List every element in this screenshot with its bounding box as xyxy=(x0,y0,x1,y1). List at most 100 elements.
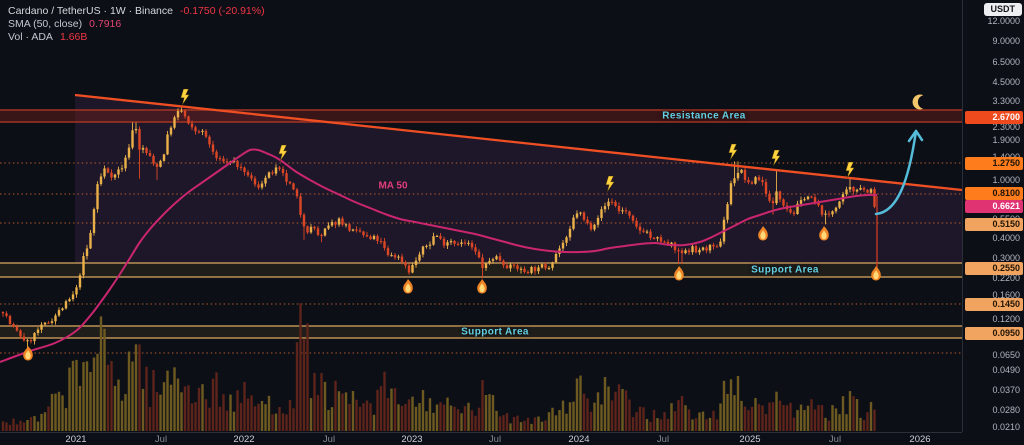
descending-channel-fill xyxy=(75,95,962,263)
volume-bar xyxy=(866,412,869,431)
candle xyxy=(862,187,866,190)
candle xyxy=(736,172,740,179)
volume-bar xyxy=(446,397,449,431)
currency-unit-toggle[interactable]: USDT xyxy=(983,3,1022,16)
candle xyxy=(568,228,572,238)
candle xyxy=(792,212,796,215)
volume-bar xyxy=(190,403,194,431)
fire-icon-inner xyxy=(405,283,411,293)
candle xyxy=(103,168,106,177)
descending-trendline[interactable] xyxy=(74,93,963,192)
candle xyxy=(204,130,208,137)
price-axis[interactable]: USDT 12.0000 9.0000 6.5000 4.5000 3.3000 2.30… xyxy=(962,0,1024,432)
volume-bar xyxy=(708,417,712,431)
volume-bar xyxy=(323,381,327,431)
volume-bar xyxy=(712,410,715,431)
candle xyxy=(264,177,267,184)
price-tick: 0.0210 xyxy=(992,422,1020,432)
candle xyxy=(407,265,411,273)
candle xyxy=(78,275,82,288)
candle xyxy=(680,250,684,254)
volume-indicator-label[interactable]: Vol · ADA xyxy=(8,31,53,43)
volume-bar xyxy=(344,392,348,431)
time-tick-jul: Jul xyxy=(488,434,502,445)
candle xyxy=(712,244,715,247)
candle xyxy=(621,210,624,212)
candle xyxy=(386,248,390,256)
volume-bar xyxy=(169,384,173,431)
volume-bar xyxy=(397,404,400,431)
candle xyxy=(719,241,722,247)
volume-bar xyxy=(337,391,341,431)
candle xyxy=(120,168,124,170)
candle xyxy=(610,201,614,203)
candle xyxy=(173,117,176,128)
candle xyxy=(19,330,22,337)
candle xyxy=(285,173,288,182)
volume-bar xyxy=(99,316,103,431)
volume-bar xyxy=(484,394,488,431)
volume-bar xyxy=(537,416,540,431)
volume-bar xyxy=(677,400,680,431)
candle xyxy=(365,235,369,237)
candle xyxy=(677,250,680,252)
volume-bar xyxy=(796,410,799,431)
candle xyxy=(257,184,260,188)
candle xyxy=(306,226,309,233)
volume-bar xyxy=(1,421,5,431)
sma-indicator-label[interactable]: SMA (50, close) xyxy=(8,18,83,30)
fire-icon-inner xyxy=(479,283,485,293)
volume-bar xyxy=(586,398,589,431)
volume-bar xyxy=(824,417,827,431)
candle xyxy=(201,130,204,132)
volume-bar xyxy=(799,404,803,431)
lightning-bolt-icon xyxy=(845,161,855,179)
candle xyxy=(159,160,162,167)
candle xyxy=(176,111,180,118)
time-axis[interactable]: 2021 Jul 2022 Jul 2023 Jul 2024 Jul 2025 Jul 2026 xyxy=(0,432,962,445)
volume-bar xyxy=(148,407,152,431)
symbol-title[interactable]: Cardano / TetherUS · 1W · Binance xyxy=(8,5,173,17)
support-area-2-zone xyxy=(0,326,962,338)
volume-bar xyxy=(229,394,232,431)
time-tick-2023: 2023 xyxy=(401,434,423,445)
candle xyxy=(502,260,505,266)
volume-bar xyxy=(838,414,841,431)
candle xyxy=(820,205,824,215)
candle xyxy=(117,169,120,175)
candle xyxy=(96,184,99,210)
candle xyxy=(145,147,148,154)
candle xyxy=(859,187,862,190)
price-tick: 12.0000 xyxy=(987,16,1020,26)
volume-bar xyxy=(57,391,61,431)
volume-bar xyxy=(400,405,404,431)
sma50-line[interactable] xyxy=(0,148,878,363)
volume-bar xyxy=(449,405,453,431)
volume-bar xyxy=(743,406,747,431)
volume-bar xyxy=(5,422,8,431)
volume-bar xyxy=(302,338,306,431)
price-level-tag: 0.8100 xyxy=(965,186,1023,200)
volume-bar xyxy=(134,344,138,431)
volume-bar xyxy=(33,416,36,431)
volume-bar xyxy=(355,399,358,431)
candle xyxy=(796,203,799,215)
volume-bar xyxy=(369,403,372,431)
volume-bar xyxy=(869,402,873,431)
candle xyxy=(222,158,225,162)
volume-bar xyxy=(582,393,586,431)
candle xyxy=(162,154,166,161)
candle xyxy=(631,215,635,221)
candle xyxy=(852,186,855,192)
volume-bar xyxy=(761,405,764,431)
candle xyxy=(789,209,792,213)
volume-bar xyxy=(334,380,337,431)
candle xyxy=(572,217,575,229)
candle xyxy=(733,178,736,184)
candle xyxy=(124,157,127,169)
volume-bar xyxy=(565,413,568,431)
volume-bar xyxy=(425,411,428,431)
bounce-projection-arrow[interactable] xyxy=(874,129,918,216)
candle xyxy=(544,264,547,269)
